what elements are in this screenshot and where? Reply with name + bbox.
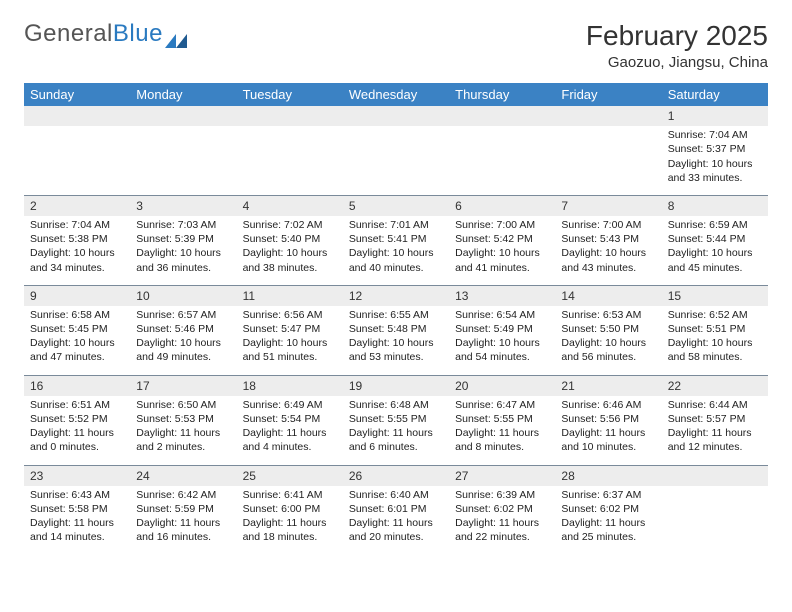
day-cell: Sunrise: 6:40 AMSunset: 6:01 PMDaylight:… (343, 486, 449, 555)
weekday-header: Friday (555, 83, 661, 106)
day-cell: Sunrise: 7:00 AMSunset: 5:42 PMDaylight:… (449, 216, 555, 285)
day-number-row: 9101112131415 (24, 285, 768, 306)
day-cell: Sunrise: 6:47 AMSunset: 5:55 PMDaylight:… (449, 396, 555, 465)
day-number-row: 16171819202122 (24, 375, 768, 396)
page-title: February 2025 (586, 20, 768, 52)
day-number (449, 106, 555, 126)
day-cell (555, 126, 661, 195)
day-number: 27 (449, 465, 555, 486)
day-number (130, 106, 236, 126)
day-cell: Sunrise: 7:03 AMSunset: 5:39 PMDaylight:… (130, 216, 236, 285)
day-number: 15 (662, 285, 768, 306)
day-cell (662, 486, 768, 555)
weekday-header: Saturday (662, 83, 768, 106)
day-number (662, 465, 768, 486)
day-number: 18 (237, 375, 343, 396)
day-cell: Sunrise: 6:46 AMSunset: 5:56 PMDaylight:… (555, 396, 661, 465)
day-cell: Sunrise: 7:04 AMSunset: 5:37 PMDaylight:… (662, 126, 768, 195)
day-cell (343, 126, 449, 195)
day-number: 23 (24, 465, 130, 486)
day-number: 14 (555, 285, 661, 306)
day-number (24, 106, 130, 126)
day-cell: Sunrise: 7:01 AMSunset: 5:41 PMDaylight:… (343, 216, 449, 285)
day-number: 13 (449, 285, 555, 306)
day-cell: Sunrise: 6:48 AMSunset: 5:55 PMDaylight:… (343, 396, 449, 465)
day-number: 3 (130, 195, 236, 216)
day-cell: Sunrise: 7:02 AMSunset: 5:40 PMDaylight:… (237, 216, 343, 285)
day-cell (24, 126, 130, 195)
day-number (343, 106, 449, 126)
day-number: 16 (24, 375, 130, 396)
day-cell: Sunrise: 7:04 AMSunset: 5:38 PMDaylight:… (24, 216, 130, 285)
day-number: 8 (662, 195, 768, 216)
day-number: 7 (555, 195, 661, 216)
day-number: 21 (555, 375, 661, 396)
logo-icon (165, 27, 187, 41)
day-cell: Sunrise: 7:00 AMSunset: 5:43 PMDaylight:… (555, 216, 661, 285)
day-cell (130, 126, 236, 195)
weekday-header: Monday (130, 83, 236, 106)
calendar-body: 1Sunrise: 7:04 AMSunset: 5:37 PMDaylight… (24, 106, 768, 554)
day-cell (449, 126, 555, 195)
weekday-header: Thursday (449, 83, 555, 106)
day-number: 2 (24, 195, 130, 216)
day-number: 10 (130, 285, 236, 306)
day-number: 1 (662, 106, 768, 126)
day-cell: Sunrise: 6:49 AMSunset: 5:54 PMDaylight:… (237, 396, 343, 465)
day-cell: Sunrise: 6:58 AMSunset: 5:45 PMDaylight:… (24, 306, 130, 375)
weekday-header: Sunday (24, 83, 130, 106)
day-detail-row: Sunrise: 6:51 AMSunset: 5:52 PMDaylight:… (24, 396, 768, 465)
day-number (237, 106, 343, 126)
day-cell: Sunrise: 6:51 AMSunset: 5:52 PMDaylight:… (24, 396, 130, 465)
day-cell: Sunrise: 6:50 AMSunset: 5:53 PMDaylight:… (130, 396, 236, 465)
day-number: 12 (343, 285, 449, 306)
day-cell: Sunrise: 6:53 AMSunset: 5:50 PMDaylight:… (555, 306, 661, 375)
weekday-header: Tuesday (237, 83, 343, 106)
logo-text-gray: General (24, 20, 113, 48)
location: Gaozuo, Jiangsu, China (586, 54, 768, 71)
day-number: 9 (24, 285, 130, 306)
day-number: 28 (555, 465, 661, 486)
day-number: 17 (130, 375, 236, 396)
day-number: 19 (343, 375, 449, 396)
day-number-row: 2345678 (24, 195, 768, 216)
day-number: 6 (449, 195, 555, 216)
day-number: 25 (237, 465, 343, 486)
day-cell: Sunrise: 6:57 AMSunset: 5:46 PMDaylight:… (130, 306, 236, 375)
weekday-header-row: SundayMondayTuesdayWednesdayThursdayFrid… (24, 83, 768, 106)
weekday-header: Wednesday (343, 83, 449, 106)
day-number: 20 (449, 375, 555, 396)
calendar-table: SundayMondayTuesdayWednesdayThursdayFrid… (24, 83, 768, 554)
day-cell: Sunrise: 6:43 AMSunset: 5:58 PMDaylight:… (24, 486, 130, 555)
day-cell (237, 126, 343, 195)
day-detail-row: Sunrise: 7:04 AMSunset: 5:38 PMDaylight:… (24, 216, 768, 285)
day-cell: Sunrise: 6:59 AMSunset: 5:44 PMDaylight:… (662, 216, 768, 285)
title-block: February 2025 Gaozuo, Jiangsu, China (586, 20, 768, 71)
header: GeneralBlue February 2025 Gaozuo, Jiangs… (24, 20, 768, 71)
day-cell: Sunrise: 6:42 AMSunset: 5:59 PMDaylight:… (130, 486, 236, 555)
day-cell: Sunrise: 6:56 AMSunset: 5:47 PMDaylight:… (237, 306, 343, 375)
day-cell: Sunrise: 6:41 AMSunset: 6:00 PMDaylight:… (237, 486, 343, 555)
day-cell: Sunrise: 6:37 AMSunset: 6:02 PMDaylight:… (555, 486, 661, 555)
day-detail-row: Sunrise: 6:58 AMSunset: 5:45 PMDaylight:… (24, 306, 768, 375)
day-cell: Sunrise: 6:55 AMSunset: 5:48 PMDaylight:… (343, 306, 449, 375)
day-number: 22 (662, 375, 768, 396)
day-cell: Sunrise: 6:54 AMSunset: 5:49 PMDaylight:… (449, 306, 555, 375)
day-number: 26 (343, 465, 449, 486)
day-cell: Sunrise: 6:44 AMSunset: 5:57 PMDaylight:… (662, 396, 768, 465)
logo: GeneralBlue (24, 20, 187, 48)
day-number: 4 (237, 195, 343, 216)
day-number: 24 (130, 465, 236, 486)
day-cell: Sunrise: 6:39 AMSunset: 6:02 PMDaylight:… (449, 486, 555, 555)
day-number: 11 (237, 285, 343, 306)
day-detail-row: Sunrise: 7:04 AMSunset: 5:37 PMDaylight:… (24, 126, 768, 195)
logo-text-blue: Blue (113, 20, 163, 48)
day-number: 5 (343, 195, 449, 216)
day-number (555, 106, 661, 126)
day-number-row: 1 (24, 106, 768, 126)
day-number-row: 232425262728 (24, 465, 768, 486)
day-detail-row: Sunrise: 6:43 AMSunset: 5:58 PMDaylight:… (24, 486, 768, 555)
day-cell: Sunrise: 6:52 AMSunset: 5:51 PMDaylight:… (662, 306, 768, 375)
